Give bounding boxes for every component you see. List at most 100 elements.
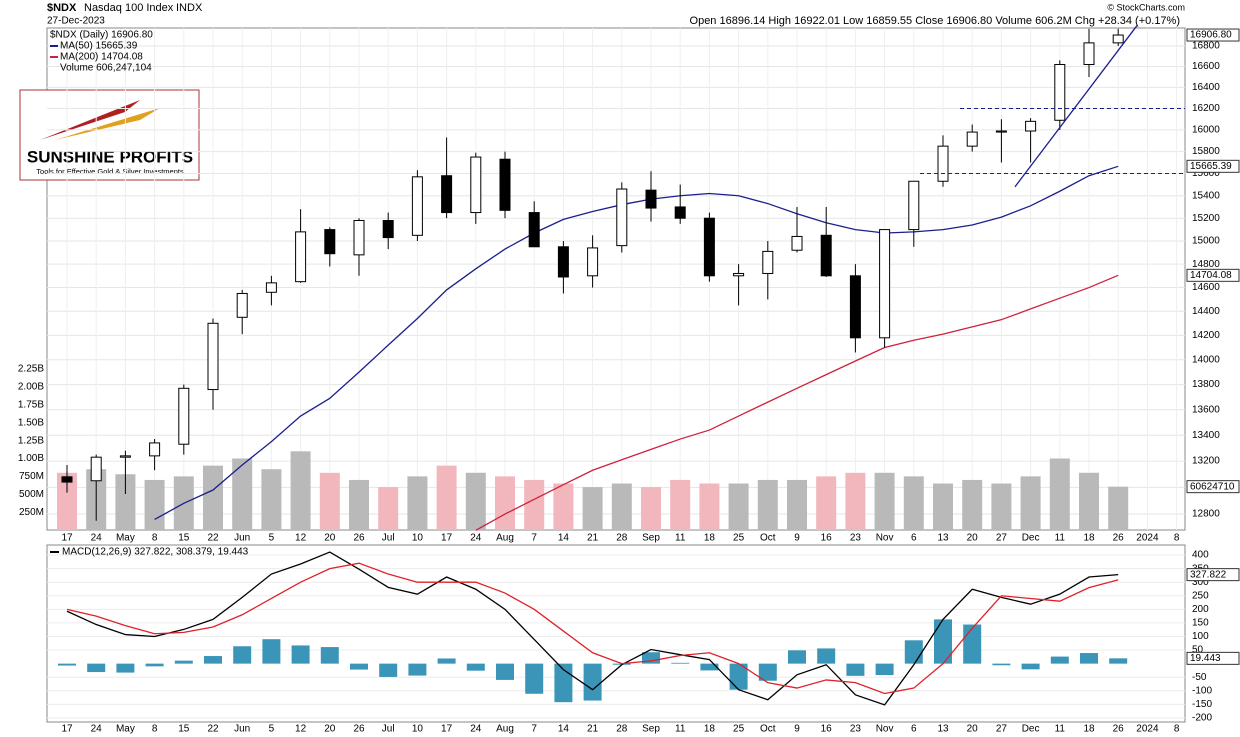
candle-body — [674, 206, 686, 219]
histogram-bar — [58, 663, 76, 666]
histogram-bar — [700, 663, 719, 671]
volume-bar — [611, 483, 632, 530]
y-tick-label: 14400 — [1192, 306, 1220, 317]
candle-body — [966, 131, 978, 147]
candle-body — [528, 212, 540, 248]
x-tick-label: 8 — [1174, 533, 1180, 544]
x-tick-label: 22 — [207, 533, 219, 544]
x-tick-label: 12 — [295, 724, 307, 735]
y-tick-label: 13600 — [1192, 404, 1220, 415]
volume-bar — [962, 479, 983, 530]
candle-body — [207, 322, 219, 391]
y-tick-label: -100 — [1192, 685, 1212, 696]
histogram-bar — [204, 656, 222, 664]
x-tick-label: 17 — [441, 533, 453, 544]
x-tick-label: 6 — [911, 724, 917, 735]
legend-volume: Volume 606,247,104 — [60, 63, 152, 74]
x-tick-label: 15 — [178, 533, 190, 544]
price-label-box — [1186, 28, 1240, 42]
x-tick-label: 26 — [353, 724, 365, 735]
histogram-bar — [934, 619, 952, 664]
macd-label-box — [1186, 651, 1240, 665]
x-tick-label: 20 — [967, 533, 979, 544]
x-tick-label: 22 — [207, 724, 219, 735]
volume-bar — [436, 465, 457, 530]
volume-tick-label: 2.25B — [18, 364, 44, 375]
histogram-bar — [320, 647, 339, 664]
volume-bar — [787, 479, 807, 530]
moving-average — [475, 274, 1119, 531]
volume-bar — [1108, 486, 1129, 530]
y-tick-label: 16200 — [1192, 103, 1220, 114]
x-tick-label: 18 — [704, 724, 716, 735]
histogram-bar — [408, 663, 427, 676]
x-tick-label: 11 — [675, 724, 686, 735]
candle-body — [119, 455, 131, 458]
volume-bar — [57, 472, 77, 530]
logo: SUNSHINE PROFITS Tools for Effective Gol… — [19, 89, 200, 181]
y-tick-label: 14200 — [1192, 330, 1220, 341]
x-tick-label: 27 — [996, 533, 1008, 544]
x-tick-label: 25 — [733, 533, 745, 544]
volume-bar — [641, 487, 661, 530]
x-tick-label: 9 — [794, 533, 800, 544]
candle-body — [295, 231, 307, 283]
y-tick-label: -150 — [1192, 699, 1212, 710]
candle-body — [557, 246, 569, 278]
histogram-bar — [671, 662, 690, 664]
candle-body — [1054, 63, 1066, 121]
candle-body — [879, 229, 891, 339]
logo-title: SUNSHINE PROFITS — [27, 147, 193, 166]
x-tick-label: Dec — [1022, 724, 1040, 735]
volume-bar — [465, 472, 486, 530]
volume-bar — [874, 472, 895, 530]
histogram-bar — [758, 663, 777, 681]
histogram-bar — [817, 648, 836, 664]
histogram-bar — [350, 663, 368, 670]
x-tick-label: 10 — [412, 533, 424, 544]
volume-bar — [144, 479, 165, 530]
macd-label: 19.443 — [1190, 653, 1221, 664]
x-tick-label: 8 — [152, 533, 158, 544]
candle-body — [90, 456, 102, 482]
histogram-bar — [87, 663, 106, 673]
x-tick-label: 2024 — [1136, 724, 1159, 735]
x-tick-label: 24 — [91, 724, 103, 735]
x-tick-label: 15 — [178, 724, 190, 735]
x-tick-label: 24 — [470, 724, 482, 735]
x-tick-label: 16 — [821, 724, 833, 735]
x-tick-label: 28 — [616, 724, 628, 735]
volume-bar — [349, 479, 369, 530]
histogram-bar — [437, 658, 456, 664]
x-tick-label: 9 — [794, 724, 800, 735]
y-tick-label: 16400 — [1192, 82, 1220, 93]
candle-body — [265, 282, 277, 293]
volume-bar — [319, 472, 340, 530]
histogram-bar — [525, 663, 544, 694]
symbol: $NDX — [47, 2, 77, 14]
copyright: © StockCharts.com — [1107, 2, 1185, 12]
candle-body — [236, 292, 248, 318]
candle-body — [791, 235, 803, 251]
volume-bar — [1049, 458, 1070, 530]
y-tick-label: 13800 — [1192, 379, 1220, 390]
histogram-bar — [291, 645, 310, 664]
histogram-bar — [262, 639, 281, 664]
y-tick-label: 200 — [1192, 604, 1209, 615]
candle-body — [61, 476, 73, 483]
volume-bar — [1079, 472, 1099, 530]
price-label-box — [1186, 268, 1240, 282]
x-tick-label: 21 — [587, 724, 599, 735]
x-tick-label: 24 — [91, 533, 103, 544]
volume-bar — [553, 483, 574, 530]
legend-price: $NDX (Daily) 16906.80 — [50, 30, 153, 41]
histogram-bar — [729, 663, 748, 690]
price-label: 14704.08 — [1190, 270, 1232, 281]
y-tick-label: -200 — [1192, 713, 1212, 724]
x-tick-label: 5 — [269, 724, 275, 735]
y-tick-label: 16800 — [1192, 41, 1220, 52]
macd-panel — [46, 544, 1186, 723]
x-tick-label: 7 — [531, 724, 537, 735]
x-tick-label: 17 — [61, 533, 73, 544]
x-tick-label: 16 — [821, 533, 833, 544]
